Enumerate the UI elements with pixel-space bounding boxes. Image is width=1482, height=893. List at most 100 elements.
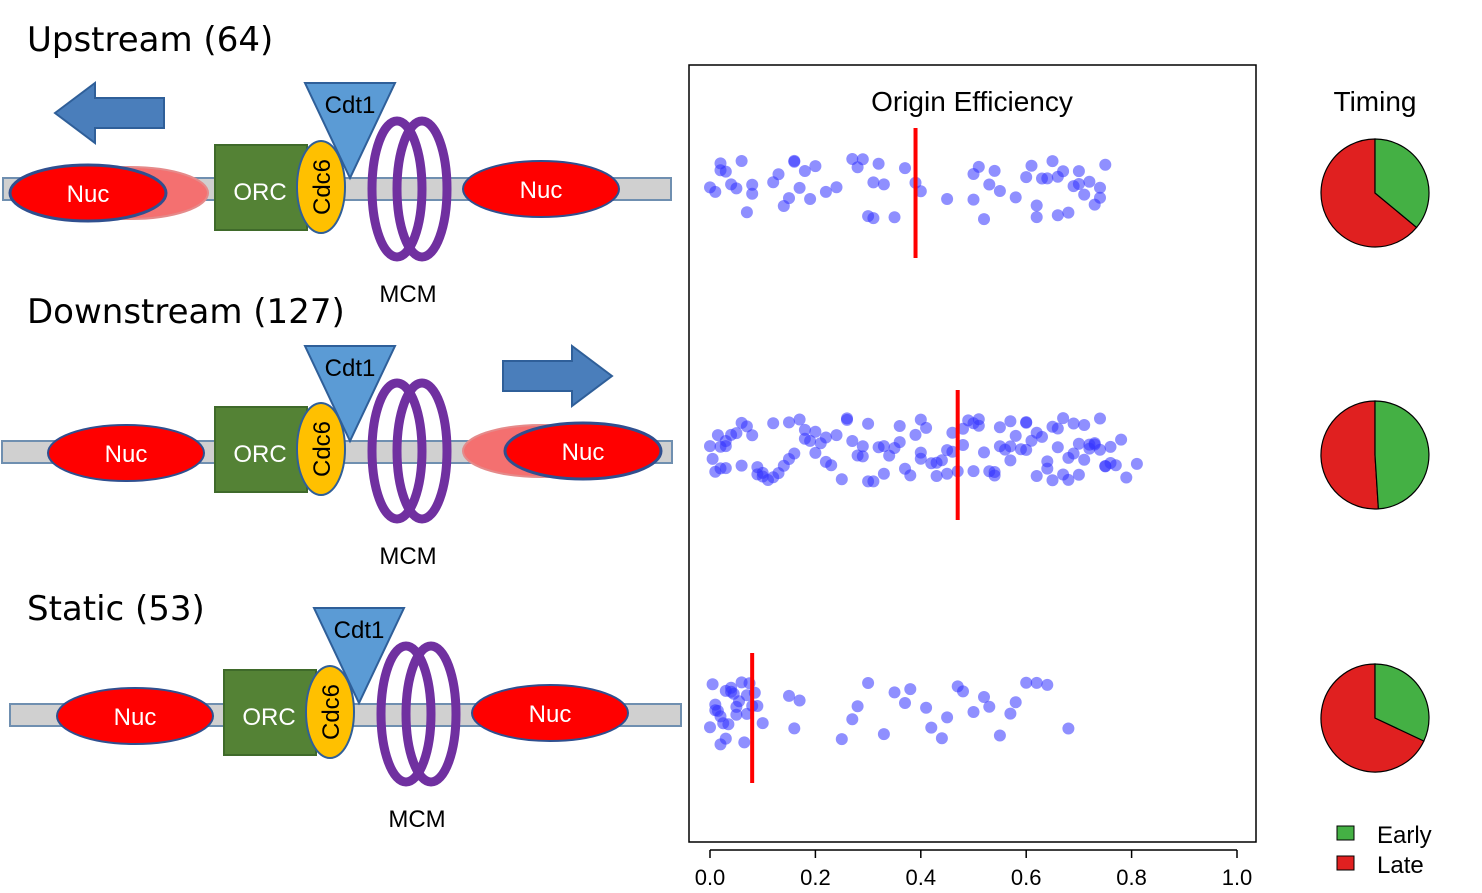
data-point <box>725 681 738 694</box>
data-point <box>1036 430 1048 443</box>
data-point <box>972 160 985 173</box>
data-point <box>1088 437 1101 450</box>
dots-layer <box>704 153 1143 751</box>
cdt1-label: Cdt1 <box>325 355 376 382</box>
nuc-label: Nuc <box>114 704 157 731</box>
arrow-left-icon <box>53 81 165 145</box>
efficiency-plot: Origin Efficiency 0.0 0.2 0.4 0.6 0.8 1.0 <box>688 64 1257 890</box>
mcm-ring-a <box>367 116 427 262</box>
data-point <box>1004 415 1017 428</box>
legend-early-swatch <box>1336 825 1355 841</box>
data-point <box>804 434 817 447</box>
data-point <box>1094 412 1106 425</box>
data-point <box>993 421 1006 434</box>
data-point <box>972 419 985 432</box>
data-point <box>746 178 759 191</box>
data-point <box>1099 460 1112 472</box>
data-point <box>1020 676 1033 689</box>
data-point <box>899 697 911 709</box>
mcm-ring-b <box>401 641 461 787</box>
data-point <box>967 706 980 718</box>
data-point <box>751 700 764 712</box>
data-point <box>746 429 759 442</box>
cdt1-triangle <box>303 82 397 181</box>
x-tick-label: 1.0 <box>1222 865 1253 890</box>
data-point <box>941 444 954 457</box>
data-point <box>772 168 785 181</box>
data-point <box>793 181 806 194</box>
data-point <box>740 689 753 702</box>
data-point <box>709 185 722 198</box>
data-point <box>1067 447 1080 460</box>
data-point <box>877 440 890 453</box>
data-point <box>877 728 890 741</box>
data-point <box>1078 419 1091 431</box>
data-point <box>1041 455 1054 468</box>
data-point <box>738 736 751 749</box>
legend-late-label: Late <box>1377 852 1424 879</box>
data-point <box>1072 178 1085 190</box>
x-tick-label: 0.4 <box>906 865 937 890</box>
cdt1-triangle <box>312 607 406 706</box>
cdc6-oval <box>296 402 346 496</box>
arrow-right-icon <box>502 344 614 408</box>
data-point <box>993 729 1006 742</box>
pie-layer <box>1320 138 1430 773</box>
data-point <box>862 475 875 488</box>
data-point <box>756 717 769 730</box>
data-point <box>983 178 996 191</box>
nucleosome-left <box>8 163 168 223</box>
data-point <box>909 428 922 441</box>
data-point <box>783 416 795 429</box>
data-point <box>783 689 795 702</box>
data-point <box>783 192 795 205</box>
data-point <box>1004 454 1017 467</box>
data-point <box>1120 471 1133 484</box>
data-point <box>867 212 880 225</box>
data-point <box>1004 707 1017 720</box>
data-point <box>1083 175 1096 188</box>
data-point <box>746 187 759 200</box>
nucleosome-left <box>56 687 214 745</box>
data-point <box>1025 159 1038 172</box>
cdc6-oval <box>296 140 346 234</box>
group-title-static: Static (53) <box>27 589 205 629</box>
pie-slice-late <box>1320 400 1380 510</box>
data-point <box>888 211 901 224</box>
data-point <box>1057 468 1070 481</box>
cdt1-label: Cdt1 <box>325 92 376 119</box>
data-point <box>978 446 990 459</box>
x-tick-label: 0.6 <box>1011 865 1042 890</box>
x-tick-label: 0.8 <box>1116 865 1147 890</box>
pie-slice-early <box>1374 663 1430 742</box>
data-point <box>846 435 859 447</box>
data-point <box>719 732 732 745</box>
data-point <box>877 178 890 191</box>
data-point <box>899 162 911 175</box>
data-point <box>957 439 969 451</box>
data-point <box>1078 188 1091 201</box>
data-point <box>730 427 743 440</box>
data-point <box>788 447 801 460</box>
data-point <box>914 185 927 198</box>
mcm-label: MCM <box>379 543 436 570</box>
data-point <box>706 678 719 691</box>
data-point <box>767 417 780 430</box>
data-point <box>867 176 880 189</box>
data-point <box>1072 468 1085 481</box>
cdt1-triangle <box>303 345 397 444</box>
nucleosome-right <box>471 684 629 742</box>
data-point <box>1030 676 1043 689</box>
data-point <box>788 722 801 735</box>
data-point <box>1041 678 1054 691</box>
data-point <box>967 193 980 206</box>
data-point <box>841 413 853 426</box>
data-point <box>993 185 1006 197</box>
data-point <box>993 440 1006 453</box>
diagram-downstream: Downstream (127) Nuc ORC Cdc6 Cdt1 MCM N… <box>1 292 673 570</box>
data-point <box>798 165 811 177</box>
median-layer <box>750 128 960 783</box>
data-point <box>730 182 743 195</box>
diagram-upstream: Upstream (64) Nuc ORC Cdc6 Cdt1 MCM Nuc <box>2 20 672 308</box>
